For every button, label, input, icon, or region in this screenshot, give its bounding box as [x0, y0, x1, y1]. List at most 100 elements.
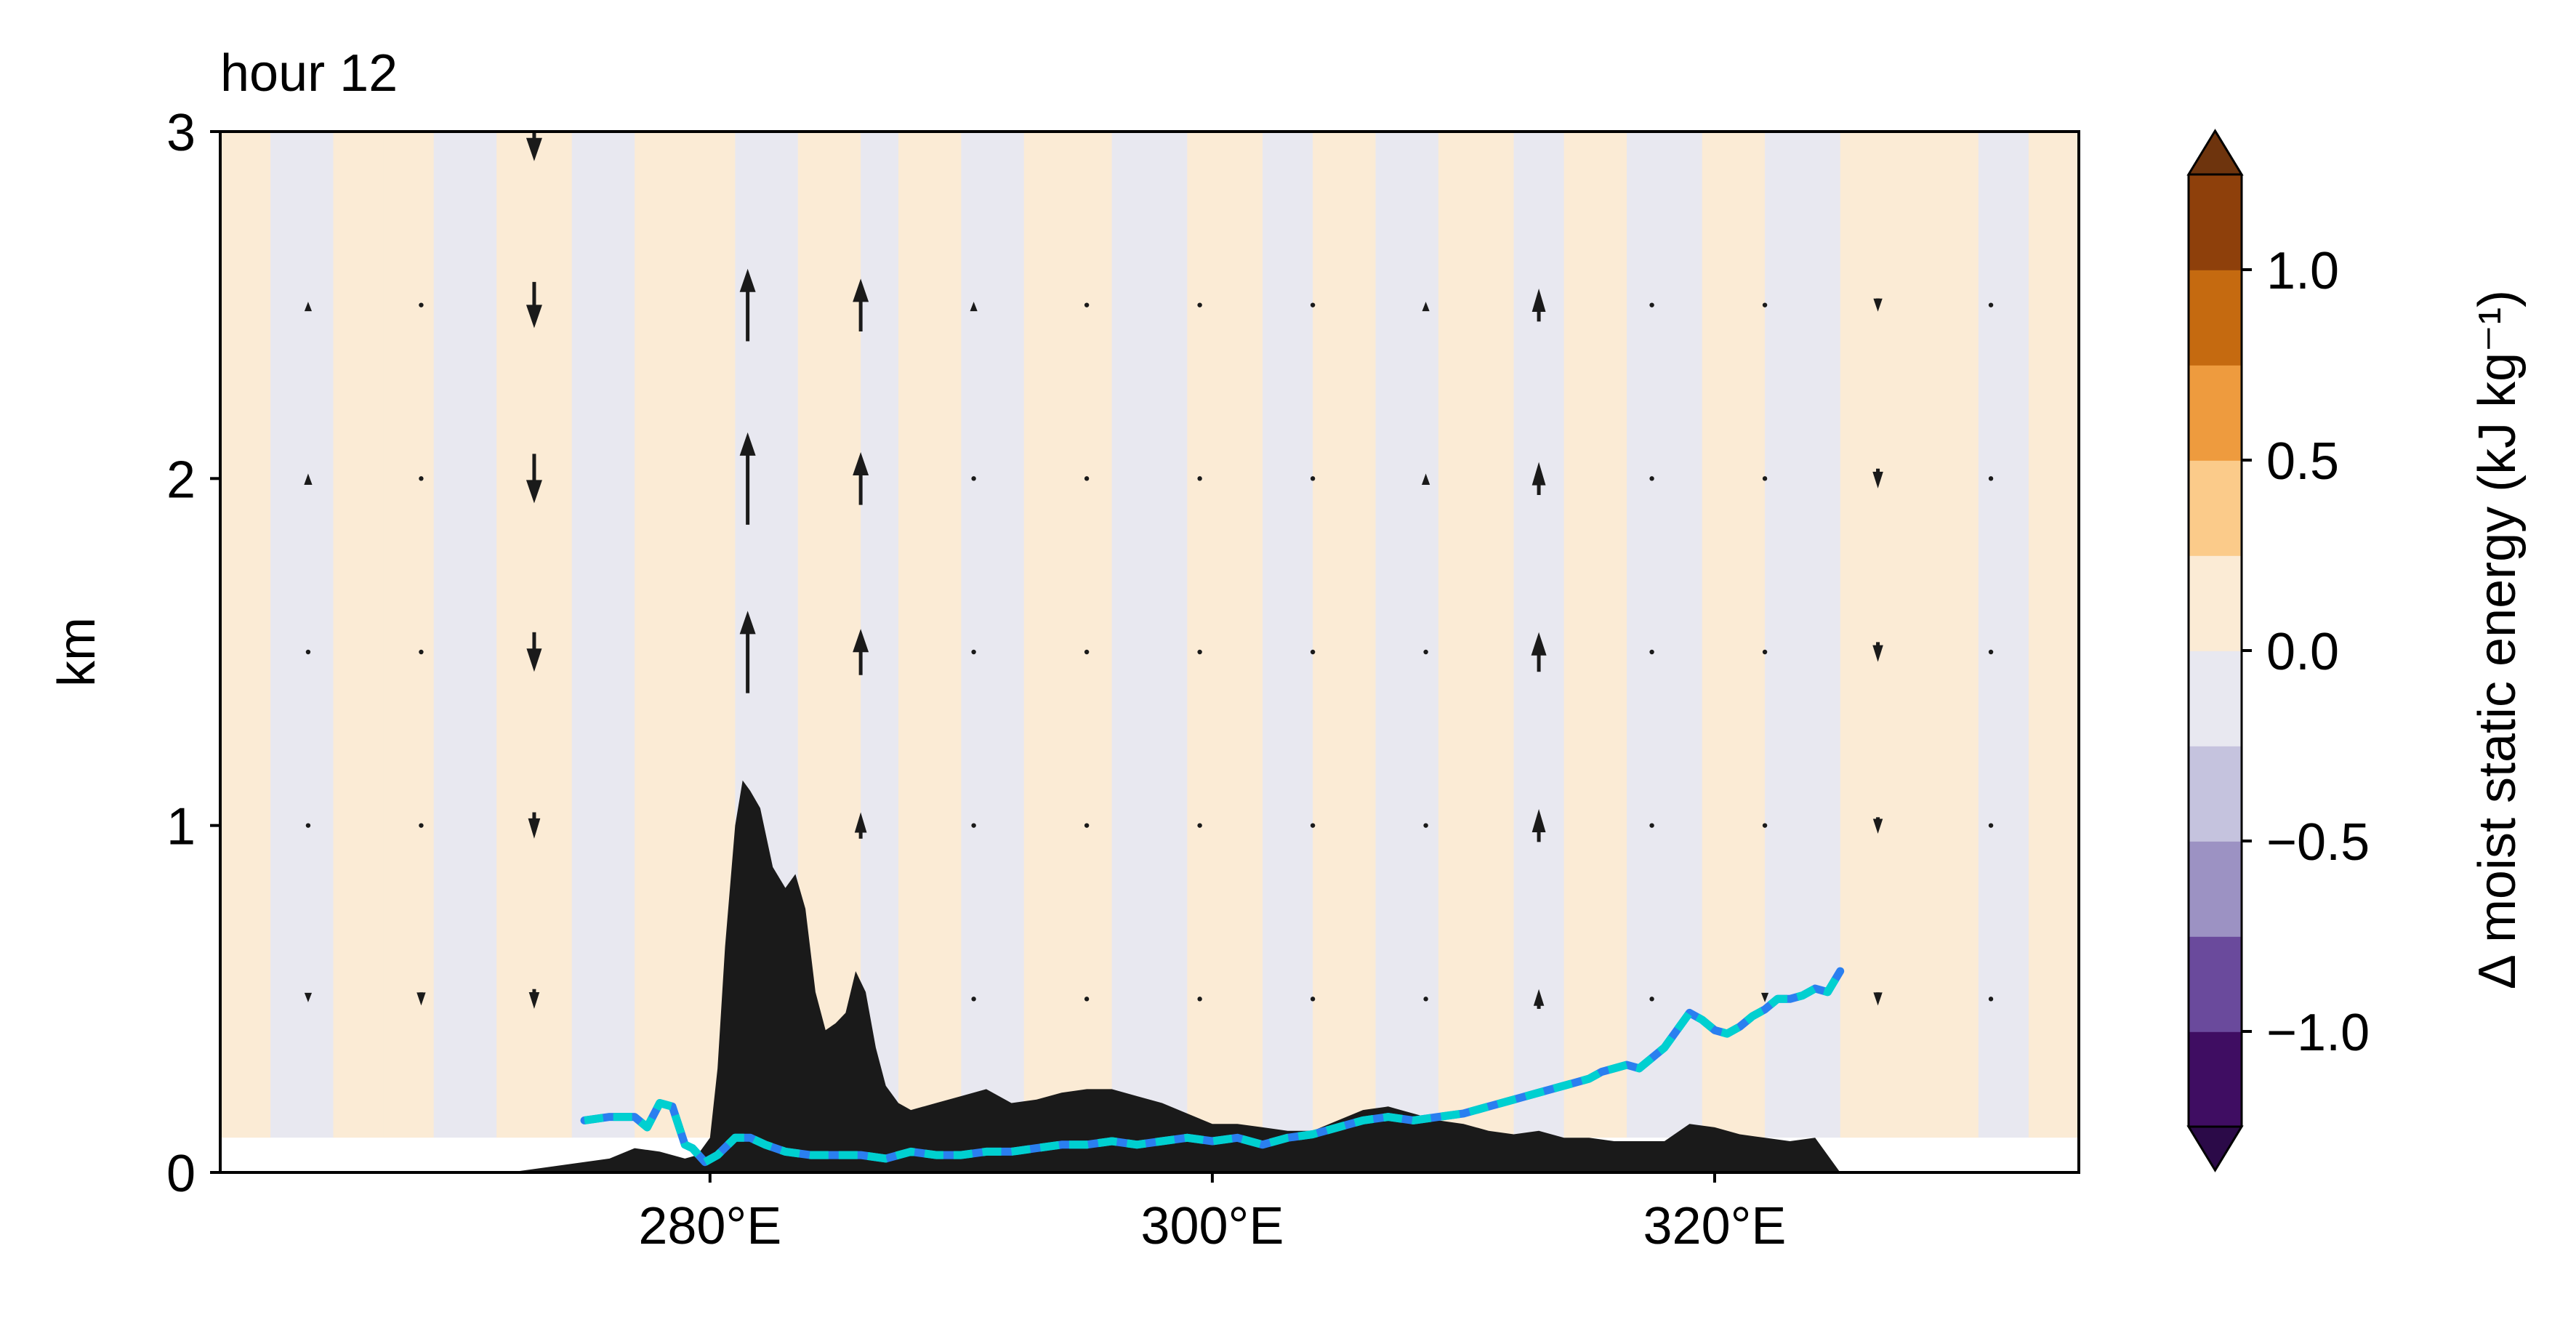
- wind-arrow-head: [970, 302, 978, 312]
- wind-arrow: [304, 992, 313, 1002]
- wind-arrow: [419, 302, 424, 307]
- wind-arrow: [1762, 302, 1768, 307]
- colorbar-segment: [2189, 1031, 2242, 1127]
- wind-arrow: [528, 989, 540, 1009]
- wind-arrow: [1310, 476, 1316, 481]
- wind-arrow: [739, 268, 756, 342]
- y-tick-label: 2: [166, 451, 196, 509]
- wind-arrow-head: [1872, 471, 1883, 488]
- y-tick-label: 0: [166, 1145, 196, 1203]
- colorbar-tick-label: 1.0: [2266, 242, 2339, 300]
- wind-arrow-head: [1531, 632, 1547, 656]
- wind-arrow-head: [1531, 288, 1546, 312]
- wind-arrow: [526, 281, 542, 329]
- plot-frame: [219, 130, 2080, 1174]
- wind-arrow: [1084, 476, 1090, 481]
- wind-arrow-head: [528, 991, 540, 1009]
- mse-field-band: [333, 132, 385, 1138]
- mse-contour-field: [220, 132, 2079, 1172]
- mse-field-band: [383, 132, 435, 1138]
- x-tick-label: 320°E: [1643, 1197, 1786, 1255]
- wind-arrow-head: [528, 818, 541, 839]
- colorbar-segment: [2189, 365, 2242, 461]
- mse-field-band: [1438, 132, 1515, 1138]
- mse-field-band: [1023, 132, 1113, 1138]
- wind-arrow: [853, 452, 869, 505]
- mse-field-band: [220, 132, 272, 1138]
- wind-arrow: [416, 992, 426, 1006]
- wind-arrow-head: [1760, 992, 1769, 1002]
- wind-arrow: [419, 649, 424, 655]
- wind-arrow: [1197, 649, 1202, 655]
- wind-arrow: [1533, 989, 1545, 1009]
- wind-arrow-head: [739, 611, 756, 635]
- wind-arrow: [1310, 302, 1316, 307]
- mse-field-band: [571, 132, 636, 1138]
- chart-title: hour 12: [220, 44, 398, 102]
- wind-arrow: [1873, 298, 1883, 312]
- wind-arrow-head: [853, 629, 869, 653]
- wind-arrow: [1197, 823, 1202, 828]
- mse-field-band: [898, 132, 962, 1138]
- series-line: [584, 969, 1844, 1167]
- colorbar-tick-label: −1.0: [2266, 1004, 2370, 1062]
- mse-field-band: [861, 132, 899, 1138]
- wind-arrow: [1872, 817, 1883, 834]
- wind-arrow: [304, 302, 313, 312]
- wind-arrow: [526, 132, 542, 161]
- wind-arrow: [1423, 649, 1428, 655]
- wind-arrow: [1084, 823, 1090, 828]
- wind-arrow-head: [304, 473, 313, 486]
- wind-arrow: [419, 476, 424, 481]
- wind-arrow-head: [1872, 645, 1883, 662]
- wind-arrow: [1531, 462, 1546, 496]
- wind-arrow: [971, 997, 976, 1002]
- wind-arrow: [1649, 997, 1654, 1002]
- wind-arrow-head: [304, 302, 313, 312]
- wind-arrow-head: [1421, 473, 1430, 486]
- mse-field-band: [1313, 132, 1377, 1138]
- wind-arrow-head: [853, 278, 869, 302]
- y-tick-label: 1: [166, 798, 196, 856]
- colorbar-segment: [2189, 460, 2242, 556]
- colorbar-segment: [2189, 936, 2242, 1032]
- wind-arrow: [853, 278, 869, 331]
- wind-arrow: [304, 473, 313, 486]
- wind-arrow-head: [1873, 992, 1883, 1006]
- wind-arrow: [1988, 476, 1994, 481]
- wind-arrow: [1197, 476, 1202, 481]
- wind-arrow: [1531, 808, 1546, 842]
- mse-field-band: [2028, 132, 2079, 1138]
- wind-arrow-head: [1533, 989, 1545, 1006]
- wind-arrow: [1988, 302, 1994, 307]
- wind-arrow: [1649, 649, 1654, 655]
- mse-field-band: [1765, 132, 1841, 1138]
- y-tick-label: 3: [166, 104, 196, 162]
- boundary-layer-line: [580, 967, 1845, 1167]
- wind-arrow: [526, 632, 542, 672]
- wind-arrow-head: [739, 268, 756, 292]
- wind-arrow: [1988, 823, 1994, 828]
- wind-arrow-head: [853, 452, 869, 476]
- wind-arrow: [1649, 476, 1654, 481]
- wind-arrow: [1988, 649, 1994, 655]
- wind-arrow-head: [526, 137, 542, 161]
- wind-arrow: [1531, 288, 1546, 322]
- mse-field-band: [1111, 132, 1188, 1138]
- wind-arrow: [1421, 473, 1430, 486]
- wind-arrow: [739, 432, 756, 525]
- wind-arrow: [739, 611, 756, 693]
- wind-arrow: [305, 823, 311, 828]
- wind-arrow: [1310, 649, 1316, 655]
- wind-arrow: [1084, 997, 1090, 1002]
- wind-arrow-head: [1873, 298, 1883, 312]
- wind-arrow-head: [1531, 808, 1546, 832]
- wind-arrow: [1310, 997, 1316, 1002]
- colorbar-segment: [2189, 651, 2242, 746]
- wind-arrow: [854, 812, 867, 839]
- colorbar-segment: [2189, 270, 2242, 366]
- wind-arrow: [1423, 823, 1428, 828]
- wind-arrow: [419, 823, 424, 828]
- wind-arrow: [526, 454, 542, 504]
- mse-field-band: [1375, 132, 1439, 1138]
